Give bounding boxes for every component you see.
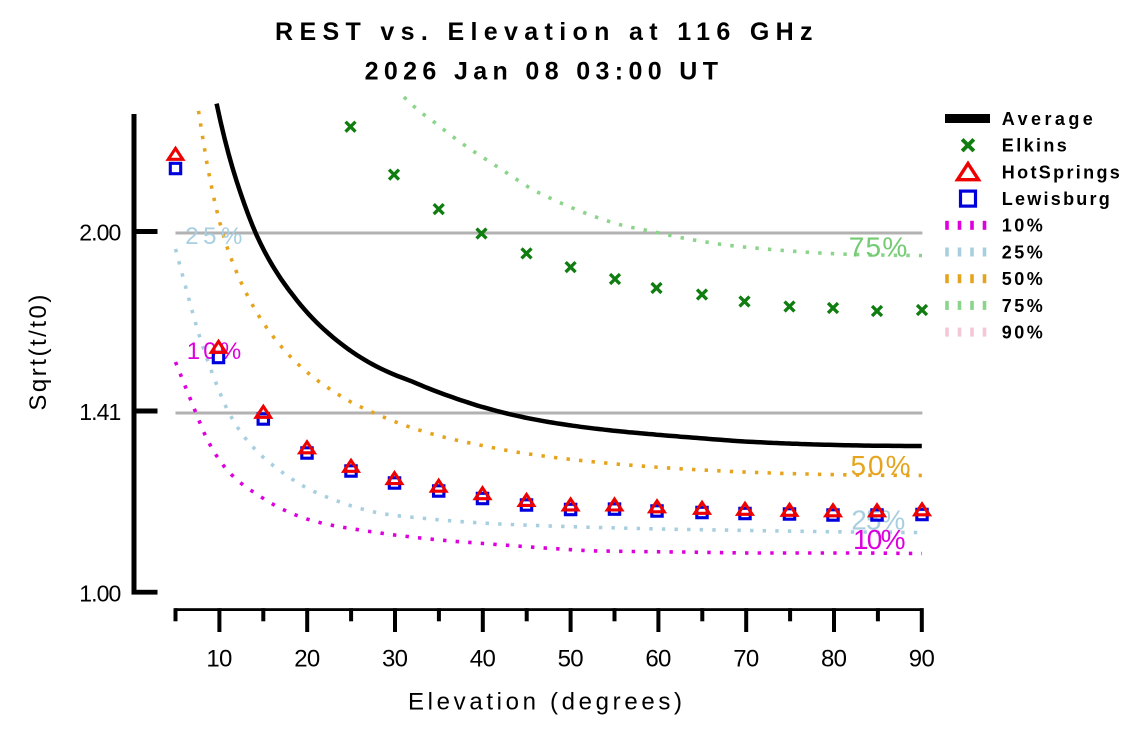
- svg-text:90%: 90%: [1002, 323, 1043, 343]
- svg-text:90: 90: [909, 646, 935, 673]
- svg-text:10%: 10%: [853, 524, 906, 555]
- svg-text:25%: 25%: [185, 223, 242, 250]
- svg-text:10: 10: [206, 646, 232, 673]
- svg-text:60: 60: [645, 646, 671, 673]
- svg-text:Average: Average: [1002, 109, 1093, 129]
- svg-text:Elevation (degrees): Elevation (degrees): [408, 689, 682, 716]
- svg-text:80: 80: [821, 646, 847, 673]
- svg-text:50%: 50%: [1002, 269, 1043, 289]
- svg-text:75%: 75%: [849, 231, 908, 262]
- svg-text:Sqrt(t/t0): Sqrt(t/t0): [25, 295, 52, 411]
- svg-text:50%: 50%: [851, 450, 911, 481]
- svg-text:50: 50: [558, 646, 584, 673]
- svg-text:10%: 10%: [1002, 216, 1043, 236]
- svg-text:1.41: 1.41: [79, 399, 121, 425]
- svg-text:20: 20: [294, 646, 320, 673]
- svg-text:25%: 25%: [1002, 242, 1043, 262]
- svg-text:40: 40: [470, 646, 496, 673]
- svg-text:75%: 75%: [1002, 296, 1043, 316]
- svg-text:1.00: 1.00: [79, 581, 121, 607]
- svg-text:70: 70: [733, 646, 759, 673]
- svg-text:Lewisburg: Lewisburg: [1002, 189, 1110, 209]
- svg-text:30: 30: [382, 646, 408, 673]
- svg-text:2.00: 2.00: [79, 220, 121, 246]
- svg-text:HotSprings: HotSprings: [1002, 162, 1120, 182]
